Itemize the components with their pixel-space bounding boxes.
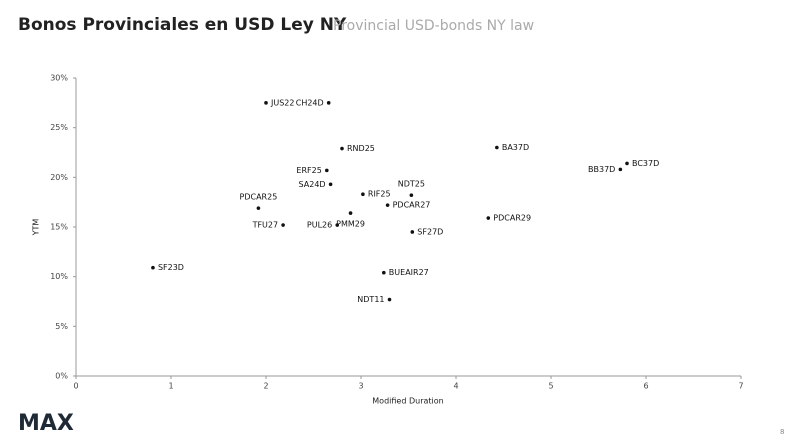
point	[495, 145, 499, 150]
point	[335, 223, 340, 227]
point-label: PUL26	[307, 221, 332, 230]
point-label: NDT11	[357, 295, 384, 304]
y-tick-label: 20%	[50, 173, 68, 182]
x-tick-label: 6	[643, 382, 648, 391]
x-tick-label: 0	[73, 382, 78, 391]
point-label: BA37D	[502, 143, 529, 152]
point	[325, 168, 329, 173]
chart-title: Bonos Provinciales en USD Ley NY	[18, 15, 347, 35]
x-axis-label: Modified Duration	[372, 397, 443, 406]
point	[361, 192, 365, 197]
point-label: ERF25	[296, 166, 321, 175]
point-label: PDCAR27	[393, 201, 431, 210]
y-tick-label: 30%	[50, 74, 68, 83]
x-tick-label: 7	[738, 382, 743, 391]
x-tick-label: 5	[548, 382, 553, 391]
point-label: JUS22	[270, 98, 294, 107]
point-label: CH24D	[296, 98, 324, 107]
point	[348, 211, 353, 215]
point	[281, 223, 285, 227]
point	[409, 193, 414, 198]
y-tick-label: 15%	[50, 223, 68, 232]
point-label: PMM29	[336, 220, 365, 229]
point-label: SF27D	[417, 227, 443, 236]
point	[264, 101, 268, 105]
point-label: RND25	[347, 144, 375, 153]
point-label: RIF25	[368, 190, 391, 199]
point	[151, 265, 155, 270]
y-tick-label: 10%	[50, 272, 68, 281]
x-tick-label: 3	[358, 382, 363, 391]
y-tick-label: 0%	[55, 372, 68, 381]
point-label: NDT25	[398, 180, 425, 189]
point-label: SA24D	[299, 180, 326, 189]
chart-subtitle: Provincial USD-bonds NY law	[333, 18, 534, 34]
x-tick-label: 2	[263, 382, 268, 391]
point	[326, 101, 331, 105]
point-label: BUEAIR27	[389, 268, 429, 277]
point	[625, 161, 629, 166]
point-label: PDCAR29	[493, 214, 531, 223]
logo: MAX	[18, 411, 74, 436]
point-label: PDCAR25	[240, 193, 278, 202]
point-label: BB37D	[588, 165, 615, 174]
point-label: TFU27	[252, 221, 279, 230]
y-tick-label: 5%	[55, 322, 68, 331]
point	[340, 146, 344, 151]
x-tick-label: 4	[453, 382, 458, 391]
point-label: BC37D	[632, 159, 659, 168]
point	[486, 216, 491, 220]
point	[256, 206, 261, 210]
x-tick-label: 1	[168, 382, 173, 391]
y-tick-label: 25%	[50, 123, 68, 132]
point	[385, 203, 390, 207]
point-label: SF23D	[158, 263, 184, 272]
point	[382, 270, 386, 275]
point	[618, 167, 623, 172]
point	[387, 297, 392, 302]
point	[410, 230, 415, 234]
point	[328, 182, 333, 187]
y-axis-label: YTM	[32, 219, 41, 237]
page-number: 8	[780, 428, 784, 436]
